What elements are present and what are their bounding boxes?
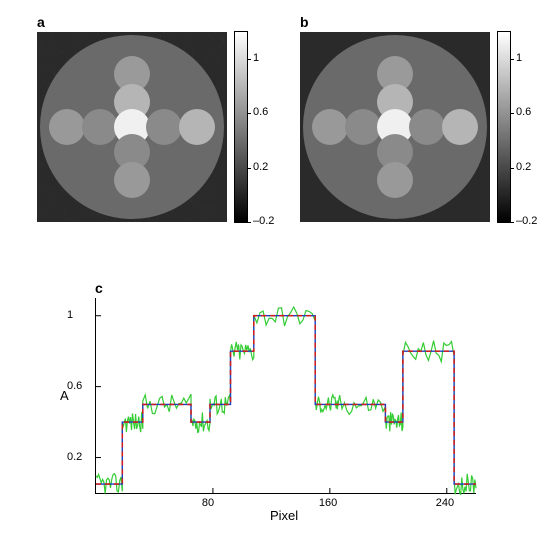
colorbar-tick xyxy=(510,168,514,169)
panel-a-label: a xyxy=(37,14,45,30)
colorbar-tick-label: 1 xyxy=(516,52,522,64)
panel-c-xlabel: Pixel xyxy=(270,508,298,523)
panel-c-label: c xyxy=(95,280,103,296)
x-tick-label: 80 xyxy=(202,497,214,509)
y-tick-label: 0.6 xyxy=(67,380,82,392)
colorbar-tick-label: –0.2 xyxy=(516,215,537,227)
colorbar-tick-label: 0.2 xyxy=(516,161,531,173)
panel-c-chart xyxy=(95,298,476,494)
panel-b-colorbar xyxy=(498,32,510,222)
colorbar-tick xyxy=(510,59,514,60)
colorbar-tick-label: 0.2 xyxy=(253,161,268,173)
figure-root: a b c A Pixel –0.20.20.61–0.20.20.618016… xyxy=(0,0,553,548)
colorbar-tick xyxy=(247,59,251,60)
panel-a-image xyxy=(37,32,227,222)
colorbar-tick-label: 0.6 xyxy=(253,106,268,118)
colorbar-tick-label: 1 xyxy=(253,52,259,64)
x-tick-label: 240 xyxy=(436,497,454,509)
series-green-noisy xyxy=(96,307,476,495)
colorbar-tick xyxy=(247,168,251,169)
colorbar-tick xyxy=(247,222,251,223)
colorbar-tick-label: 0.6 xyxy=(516,106,531,118)
colorbar-tick xyxy=(510,113,514,114)
colorbar-tick xyxy=(247,113,251,114)
panel-b-label: b xyxy=(300,14,309,30)
series-red-dashed xyxy=(96,316,476,484)
panel-b-image xyxy=(300,32,490,222)
series-blue-clean xyxy=(96,316,476,484)
colorbar-tick-label: –0.2 xyxy=(253,215,274,227)
x-tick-label: 160 xyxy=(319,497,337,509)
panel-a-colorbar xyxy=(235,32,247,222)
colorbar-tick xyxy=(510,222,514,223)
y-tick-label: 0.2 xyxy=(67,451,82,463)
y-tick-label: 1 xyxy=(67,309,73,321)
